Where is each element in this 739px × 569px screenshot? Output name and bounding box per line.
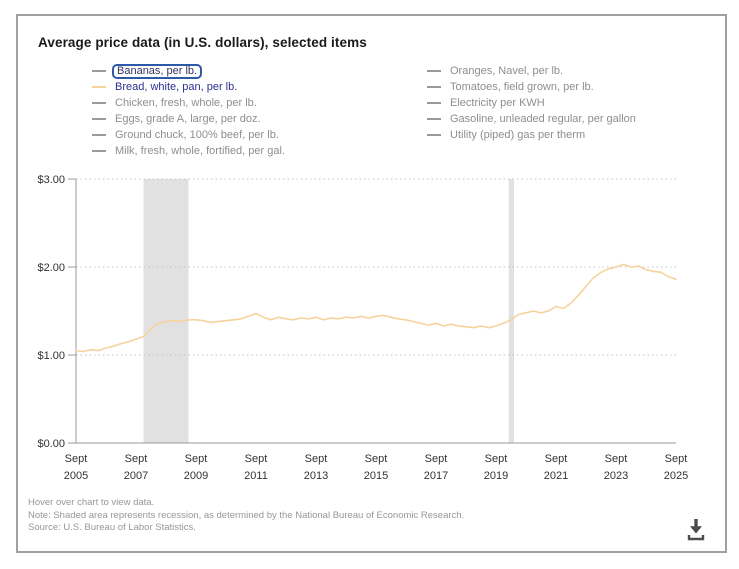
chart-line-bread xyxy=(75,263,677,353)
legend-item-label: Eggs, grade A, large, per doz. xyxy=(115,113,261,125)
legend-item-label: Chicken, fresh, whole, per lb. xyxy=(115,97,257,109)
legend-dash-icon xyxy=(427,86,441,88)
legend-item[interactable]: Tomatoes, field grown, per lb. xyxy=(427,79,636,95)
x-tick-label-month: Sept xyxy=(485,453,508,465)
legend-dash-icon xyxy=(427,134,441,136)
y-tick-label: $0.00 xyxy=(37,438,65,450)
legend-dash-icon xyxy=(92,70,106,72)
legend-dash-icon xyxy=(427,70,441,72)
legend-item[interactable]: Utility (piped) gas per therm xyxy=(427,127,636,143)
chart-card: Average price data (in U.S. dollars), se… xyxy=(16,14,727,553)
legend-dash-icon xyxy=(92,118,106,120)
y-tick-label: $2.00 xyxy=(37,262,65,274)
x-tick-label-year: 2011 xyxy=(244,470,268,482)
x-tick-label-year: 2025 xyxy=(664,470,688,482)
recession-band xyxy=(508,179,514,443)
x-tick-label-year: 2017 xyxy=(424,470,448,482)
legend-item[interactable]: Eggs, grade A, large, per doz. xyxy=(92,111,285,127)
legend-dash-icon xyxy=(92,102,106,104)
source-note: Source: U.S. Bureau of Labor Statistics. xyxy=(28,522,196,533)
x-tick-label-year: 2015 xyxy=(364,470,388,482)
legend-dash-icon xyxy=(427,102,441,104)
hover-note: Hover over chart to view data. xyxy=(28,497,155,508)
legend-item-label: Bananas, per lb. xyxy=(112,63,203,79)
x-tick-label-year: 2023 xyxy=(604,470,628,482)
x-tick-label-month: Sept xyxy=(365,453,388,465)
chart-footnotes: Hover over chart to view data. Note: Sha… xyxy=(28,497,464,535)
x-tick-label-year: 2021 xyxy=(544,470,568,482)
legend-column-left: Bananas, per lb. Bread, white, pan, per l… xyxy=(92,63,285,159)
recession-note: Note: Shaded area represents recession, … xyxy=(28,509,465,521)
legend-item-label: Ground chuck, 100% beef, per lb. xyxy=(115,129,279,141)
download-icon xyxy=(687,519,705,541)
x-tick-label-year: 2009 xyxy=(184,470,208,482)
page-title: Average price data (in U.S. dollars), se… xyxy=(38,35,367,50)
x-tick-label-year: 2019 xyxy=(484,470,508,482)
x-tick-label-month: Sept xyxy=(185,453,208,465)
legend-item-label: Tomatoes, field grown, per lb. xyxy=(450,81,594,93)
legend-dash-icon xyxy=(92,134,106,136)
legend-item[interactable]: Ground chuck, 100% beef, per lb. xyxy=(92,127,285,143)
x-tick-label-month: Sept xyxy=(665,453,688,465)
x-tick-label-month: Sept xyxy=(545,453,568,465)
legend-item-label: Oranges, Navel, per lb. xyxy=(450,65,564,77)
recession-band xyxy=(143,179,189,443)
legend-item[interactable]: Bread, white, pan, per lb. xyxy=(92,79,285,95)
legend-item[interactable]: Electricity per KWH xyxy=(427,95,636,111)
download-button[interactable] xyxy=(681,513,711,545)
legend-item[interactable]: Chicken, fresh, whole, per lb. xyxy=(92,95,285,111)
x-tick-label-month: Sept xyxy=(425,453,448,465)
legend-item-label: Gasoline, unleaded regular, per gallon xyxy=(450,113,636,125)
x-tick-label-month: Sept xyxy=(305,453,328,465)
legend-item[interactable]: Milk, fresh, whole, fortified, per gal. xyxy=(92,143,285,159)
legend-dash-icon xyxy=(92,86,106,88)
legend-item[interactable]: Gasoline, unleaded regular, per gallon xyxy=(427,111,636,127)
legend-dash-icon xyxy=(427,118,441,120)
legend-item[interactable]: Oranges, Navel, per lb. xyxy=(427,63,636,79)
x-tick-label-month: Sept xyxy=(125,453,148,465)
legend-dash-icon xyxy=(92,150,106,152)
x-tick-label-month: Sept xyxy=(245,453,268,465)
legend-item[interactable]: Bananas, per lb. xyxy=(92,63,285,79)
legend-column-right: Oranges, Navel, per lb. Tomatoes, field g… xyxy=(427,63,636,143)
legend-item-label: Bread, white, pan, per lb. xyxy=(115,81,238,93)
x-tick-label-month: Sept xyxy=(65,453,88,465)
x-tick-label-year: 2007 xyxy=(124,470,148,482)
y-tick-label: $1.00 xyxy=(37,350,65,362)
price-line-chart[interactable]: $0.00 $1.00 $2.00 $3.00 Sept 2005 Sept 2007 Sept… xyxy=(18,166,727,496)
x-tick-label-year: 2005 xyxy=(64,470,88,482)
plot-hover-area[interactable] xyxy=(76,179,676,443)
y-tick-label: $3.00 xyxy=(37,174,65,186)
x-tick-label-month: Sept xyxy=(605,453,628,465)
x-tick-label-year: 2013 xyxy=(304,470,328,482)
legend-item-label: Milk, fresh, whole, fortified, per gal. xyxy=(115,145,285,157)
legend-item-label: Utility (piped) gas per therm xyxy=(450,129,586,141)
legend-item-label: Electricity per KWH xyxy=(450,97,545,109)
